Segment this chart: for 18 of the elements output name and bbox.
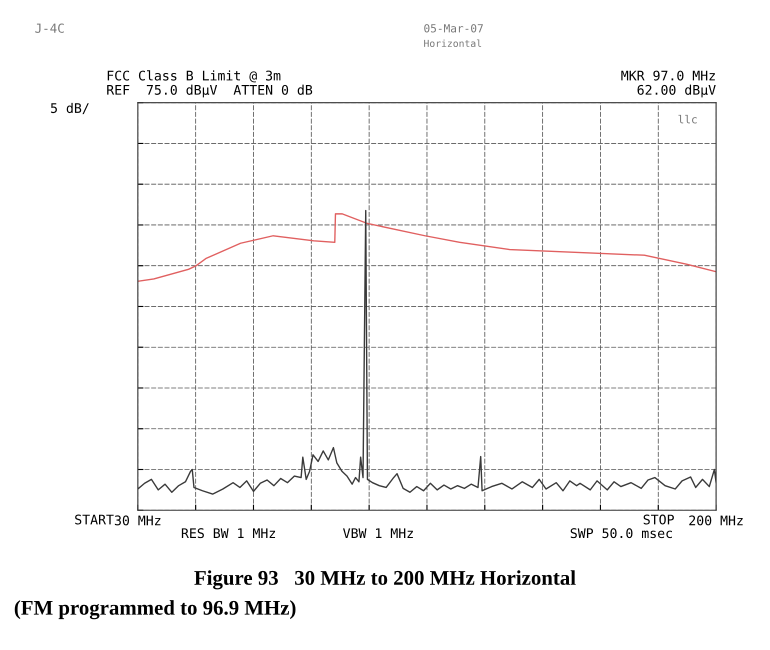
text: SWP 50.0 msec bbox=[570, 528, 672, 538]
text: llc bbox=[678, 114, 697, 124]
text: (FM programmed to 96.9 MHz) bbox=[14, 600, 296, 620]
text: 62.00 dBµV bbox=[638, 84, 716, 98]
text: VBW 1 MHz bbox=[343, 528, 413, 538]
text: Figure 93 30 MHz to 200 MHz Horizontal bbox=[194, 570, 576, 590]
text: 05-Mar-07 bbox=[424, 24, 483, 33]
text: J-4C bbox=[35, 23, 64, 33]
text: START bbox=[75, 514, 114, 525]
text: MKR 97.0 MHz bbox=[621, 70, 715, 81]
x-tick-label: 200 MHz bbox=[689, 515, 743, 526]
x-tick-label: 30 MHz bbox=[114, 515, 160, 526]
text: STOP bbox=[644, 514, 674, 525]
text: 5 dB/ bbox=[50, 102, 89, 114]
text: RES BW 1 MHz bbox=[182, 528, 276, 538]
text: REF 75.0 dBµV ATTEN 0 dB bbox=[107, 84, 312, 98]
text: Horizontal bbox=[424, 39, 482, 48]
text: FCC Class B Limit @ 3m bbox=[108, 70, 280, 82]
